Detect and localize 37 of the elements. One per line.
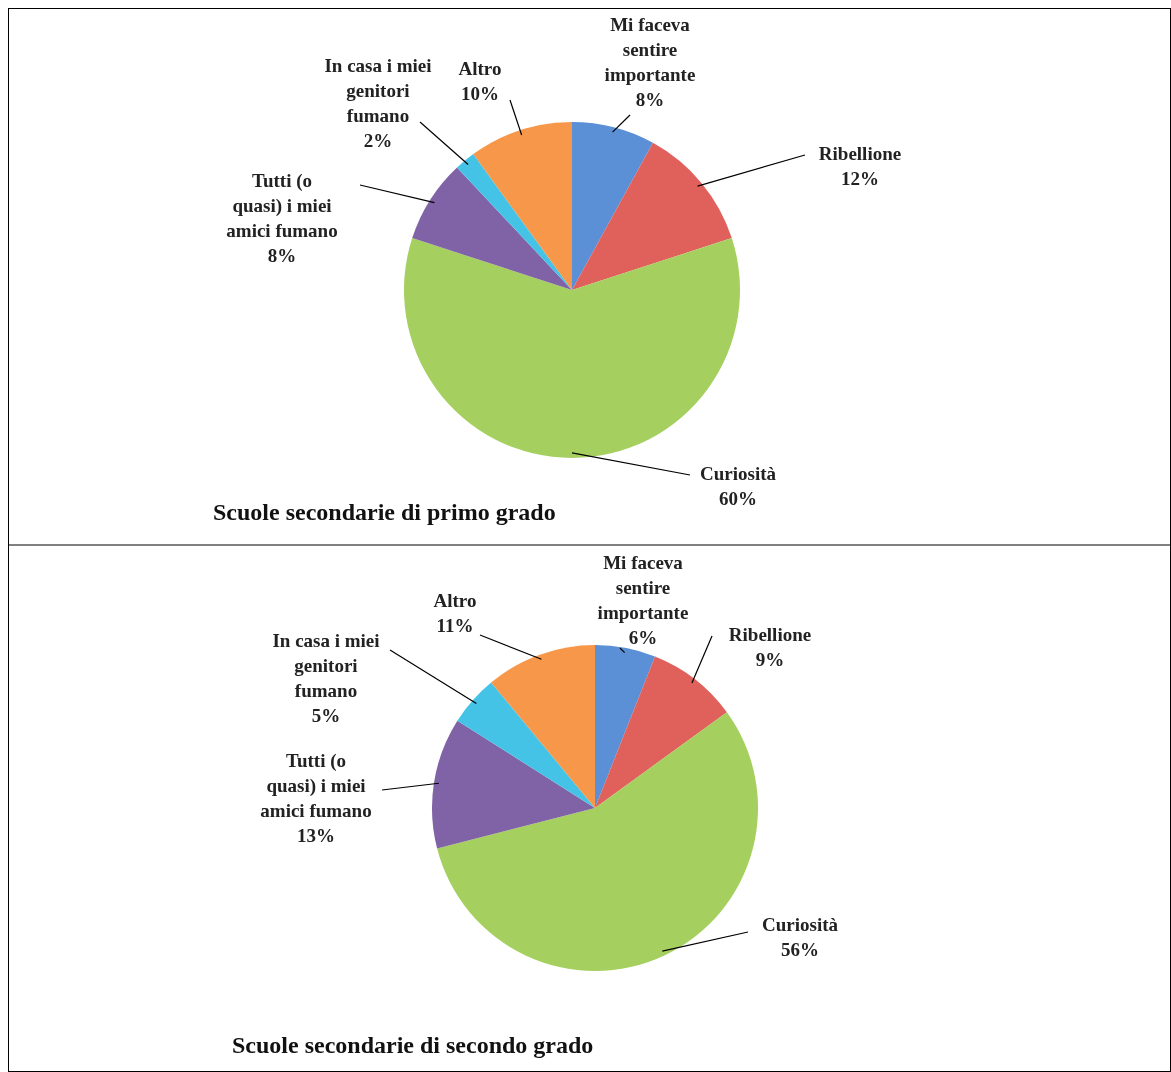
data-label: 8%: [635, 89, 665, 110]
pie-slice: [572, 142, 732, 290]
pie-slice: [572, 122, 653, 290]
slice-label: Mi faceva sentire importante: [604, 14, 696, 85]
pie-slice: [491, 645, 595, 808]
slice-label: Mi faceva sentire importante: [597, 552, 689, 623]
pie-slice: [595, 645, 655, 808]
data-label: 2%: [363, 130, 393, 151]
data-label: 9%: [755, 649, 785, 670]
slice-label: Altro: [458, 58, 502, 79]
pie-slice: [432, 720, 595, 849]
data-label: 12%: [841, 168, 879, 189]
slice-label: Altro: [433, 590, 477, 611]
text: Scuole secondarie di secondo grado: [232, 1032, 594, 1058]
pie-slice: [404, 238, 740, 458]
slice-label: In casa i miei genitori fumano: [324, 55, 432, 126]
data-label: 5%: [311, 705, 341, 726]
text: Scuole secondarie di primo grado: [213, 499, 556, 525]
pie-slice: [437, 712, 758, 971]
data-label: 11%: [436, 615, 474, 636]
data-label: 56%: [781, 939, 819, 960]
slice-label: Ribellione: [728, 624, 812, 645]
slice-label: Curiosità: [762, 914, 839, 935]
pie-slice: [457, 682, 595, 808]
slice-label: Tutti (o quasi) i miei amici fumano: [260, 750, 372, 821]
slice-label: Ribellione: [818, 143, 902, 164]
data-label: 10%: [461, 83, 499, 104]
data-label: 8%: [267, 245, 297, 266]
slice-label: Curiosità: [700, 463, 777, 484]
slice-label: In casa i miei genitori fumano: [272, 630, 380, 701]
pie-slice: [473, 122, 572, 290]
slice-label: Tutti (o quasi) i miei amici fumano: [226, 170, 338, 241]
pie-slice: [595, 656, 727, 808]
data-label: 13%: [297, 825, 335, 846]
pie-slice: [412, 167, 572, 290]
data-label: 60%: [719, 488, 757, 509]
data-label: 6%: [628, 627, 658, 648]
